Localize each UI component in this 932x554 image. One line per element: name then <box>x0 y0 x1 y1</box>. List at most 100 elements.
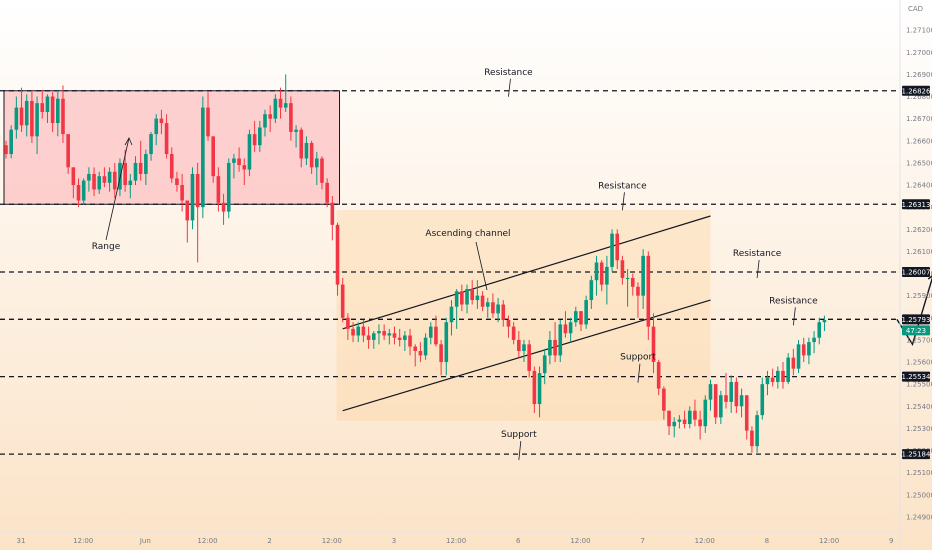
candle <box>542 348 547 385</box>
candle <box>335 222 340 296</box>
candle <box>439 339 443 376</box>
price-tick-label: 1.25100 <box>906 469 932 477</box>
price-tick-label: 1.26100 <box>906 248 932 256</box>
candle-body <box>356 326 361 336</box>
candle <box>325 178 329 208</box>
candle <box>698 410 702 440</box>
candle-body <box>397 337 402 340</box>
candle-body <box>19 107 24 126</box>
candle-body <box>594 262 599 281</box>
candle-body <box>454 291 459 307</box>
price-tick-label: 1.25500 <box>906 381 932 389</box>
candle <box>315 151 319 186</box>
candle <box>594 255 599 296</box>
level-price-text: 1.26313 <box>902 201 931 209</box>
candle-body <box>485 302 490 307</box>
level-price-text: 1.25184 <box>902 451 931 459</box>
candle <box>299 127 304 168</box>
candle-body <box>325 182 329 203</box>
candle-body <box>258 127 262 146</box>
candle-body <box>221 202 226 212</box>
candle-body <box>791 357 796 369</box>
candle-body <box>87 173 91 181</box>
candle <box>491 293 495 318</box>
candle-body <box>335 224 340 285</box>
candle-body <box>812 337 816 343</box>
candle-body <box>729 381 733 402</box>
candle-body <box>304 142 309 159</box>
candle <box>662 386 666 420</box>
candle-body <box>309 142 314 168</box>
candle <box>765 370 770 396</box>
candle-body <box>392 333 397 338</box>
candle-body <box>625 277 630 279</box>
candle <box>133 156 138 186</box>
candle <box>102 167 107 188</box>
candle-body <box>154 118 159 135</box>
candle <box>289 96 293 141</box>
candle <box>371 331 376 349</box>
candle-body <box>366 335 371 340</box>
candle-body <box>522 344 526 351</box>
candle-body <box>615 233 620 261</box>
candle-body <box>444 322 449 363</box>
candle-body <box>377 331 381 334</box>
candle-body <box>646 255 651 327</box>
candle <box>273 94 278 124</box>
level-price-text: 1.26826 <box>902 87 931 95</box>
candle <box>667 410 671 436</box>
candle-body <box>61 98 65 135</box>
candle <box>309 140 314 174</box>
candle-body <box>299 129 304 159</box>
candle-body <box>511 326 516 340</box>
candle <box>252 120 257 152</box>
level-price-tag <box>902 266 930 277</box>
level-price-tag <box>902 85 930 96</box>
candle <box>615 229 620 270</box>
candle-body <box>71 167 76 186</box>
candle <box>651 313 656 374</box>
candle-body <box>781 370 785 382</box>
annotation-pointer <box>622 192 625 211</box>
candle <box>138 140 143 181</box>
candle-body <box>138 162 143 174</box>
candle <box>770 368 775 387</box>
candle <box>791 348 796 376</box>
candle-body <box>817 322 822 338</box>
candle-body <box>599 262 604 285</box>
candle-body <box>50 96 55 124</box>
candle-body <box>408 335 412 347</box>
candle-body <box>242 165 247 170</box>
time-tick-label: 31 <box>17 537 26 545</box>
time-tick-label: 3 <box>392 537 396 545</box>
time-tick-label: 8 <box>765 537 769 545</box>
candle-body <box>247 134 252 170</box>
annotation-pointer <box>756 259 760 279</box>
candle-body <box>698 419 702 427</box>
currency-label: CAD <box>908 5 923 13</box>
candle <box>154 114 159 146</box>
candle-body <box>24 100 29 126</box>
candle <box>408 328 412 356</box>
candle-body <box>361 326 366 336</box>
candle-body <box>4 145 8 155</box>
candle <box>465 284 469 314</box>
candle <box>517 331 521 358</box>
level-annotation-label: Resistance <box>769 296 818 306</box>
candle <box>480 291 485 312</box>
candle-body <box>144 154 148 174</box>
candle <box>361 320 366 343</box>
candle <box>636 282 640 318</box>
candle <box>382 324 386 340</box>
candle-body <box>149 134 153 155</box>
candle-body <box>428 326 433 338</box>
candle <box>537 366 542 418</box>
candle <box>330 196 335 241</box>
candle-body <box>107 171 112 183</box>
price-tick-label: 1.25700 <box>906 336 932 344</box>
candle-body <box>45 96 50 112</box>
candle-body <box>351 328 355 336</box>
candle <box>641 249 645 309</box>
candle-body <box>750 430 754 447</box>
